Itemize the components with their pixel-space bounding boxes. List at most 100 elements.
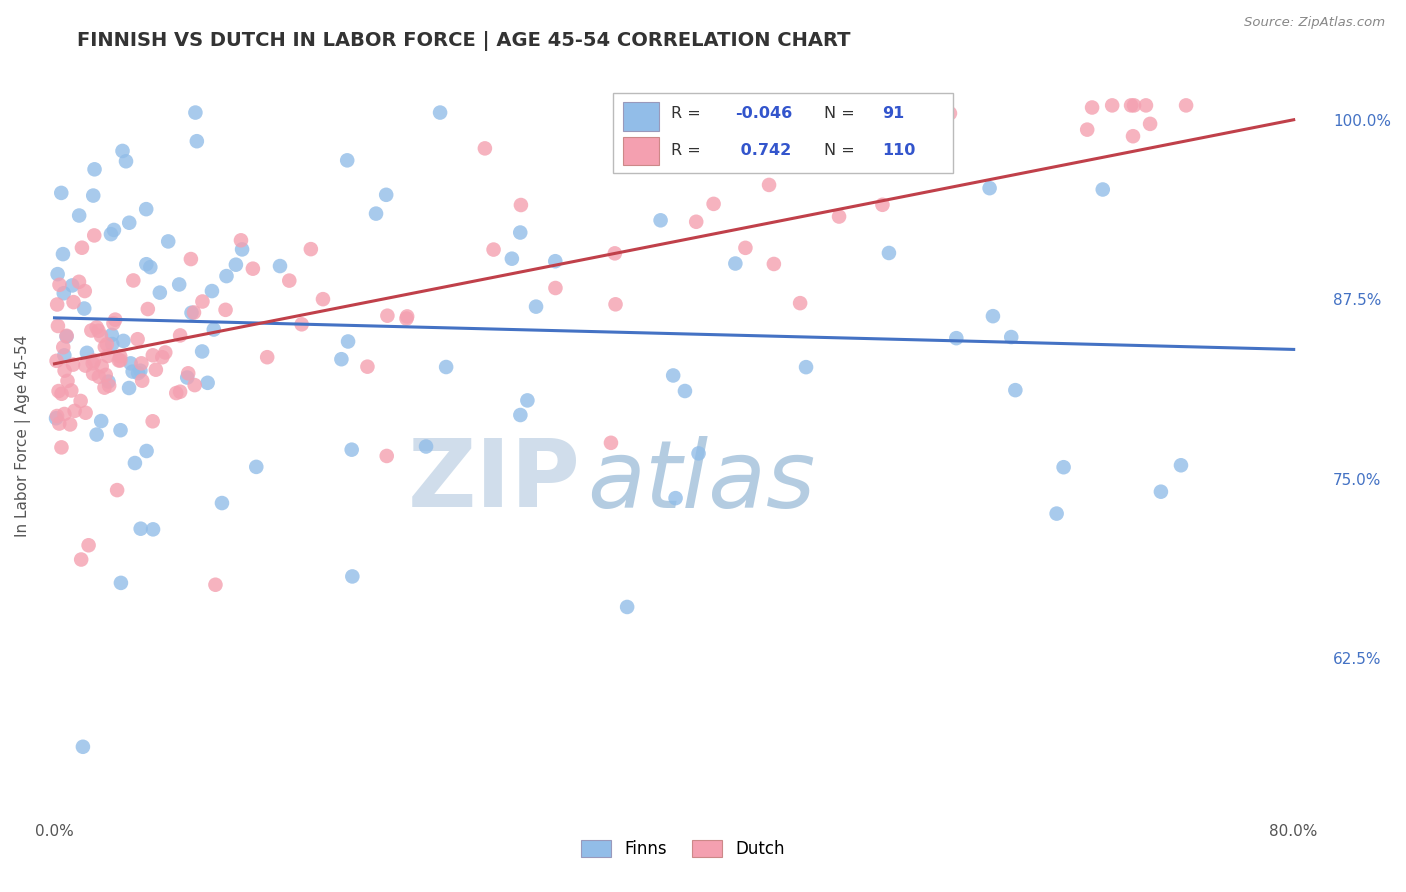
Point	[97, 375, 120, 389]
Point	[53, 364, 76, 378]
Point	[149, 285, 172, 300]
Point	[191, 294, 214, 309]
Point	[169, 384, 191, 399]
Point	[377, 309, 399, 323]
Point	[375, 449, 398, 463]
Point	[142, 348, 165, 362]
Point	[180, 252, 202, 266]
Point	[191, 344, 214, 359]
Point	[211, 496, 233, 510]
Point	[127, 332, 149, 346]
Point	[94, 368, 117, 382]
Point	[97, 349, 120, 363]
Point	[724, 256, 747, 270]
Text: Source: ZipAtlas.com: Source: ZipAtlas.com	[1244, 16, 1385, 29]
Point	[794, 360, 817, 375]
Point	[103, 316, 125, 330]
Point	[242, 261, 264, 276]
Point	[799, 132, 821, 146]
Point	[1123, 98, 1146, 112]
Point	[165, 386, 187, 401]
Point	[762, 257, 785, 271]
Point	[1122, 129, 1144, 144]
Point	[150, 350, 173, 364]
Point	[474, 141, 496, 155]
Point	[828, 210, 851, 224]
Point	[145, 362, 167, 376]
Legend: Finns, Dutch: Finns, Dutch	[575, 833, 792, 864]
Text: ZIP: ZIP	[408, 435, 581, 527]
Point	[603, 246, 626, 260]
Point	[544, 254, 567, 268]
Point	[112, 334, 135, 348]
Point	[83, 162, 105, 177]
Point	[231, 243, 253, 257]
Point	[375, 187, 398, 202]
Point	[46, 297, 69, 311]
Point	[685, 215, 707, 229]
Point	[524, 300, 547, 314]
Point	[139, 260, 162, 275]
Point	[662, 368, 685, 383]
Point	[201, 284, 224, 298]
Text: 0.742: 0.742	[735, 143, 792, 158]
Point	[115, 154, 138, 169]
Point	[1076, 122, 1098, 136]
Point	[364, 206, 387, 220]
Point	[72, 739, 94, 754]
Point	[120, 356, 142, 370]
Point	[1091, 182, 1114, 196]
Point	[1170, 458, 1192, 473]
Point	[215, 269, 238, 284]
Point	[429, 105, 451, 120]
Point	[90, 359, 112, 374]
Point	[1052, 460, 1074, 475]
Point	[110, 350, 132, 364]
Point	[434, 359, 457, 374]
Text: N =: N =	[824, 143, 855, 158]
Point	[75, 359, 97, 373]
Point	[157, 235, 180, 249]
Point	[48, 384, 70, 398]
Point	[67, 275, 90, 289]
Point	[129, 364, 152, 378]
Point	[46, 409, 69, 423]
Point	[186, 134, 208, 148]
Point	[395, 311, 418, 326]
Point	[256, 350, 278, 364]
Point	[979, 181, 1001, 195]
Point	[981, 309, 1004, 323]
Point	[616, 599, 638, 614]
Point	[52, 286, 75, 301]
Point	[122, 273, 145, 287]
Point	[90, 414, 112, 428]
Point	[46, 267, 69, 281]
Point	[51, 441, 73, 455]
Point	[605, 297, 627, 311]
Point	[103, 223, 125, 237]
Point	[340, 442, 363, 457]
Point	[415, 440, 437, 454]
Point	[813, 135, 835, 149]
Point	[51, 186, 73, 200]
Point	[758, 178, 780, 192]
Point	[135, 257, 157, 271]
Text: R =: R =	[671, 106, 700, 121]
Point	[48, 277, 70, 292]
Point	[312, 292, 335, 306]
Point	[664, 491, 686, 505]
Point	[82, 356, 104, 370]
Point	[100, 227, 122, 241]
Point	[52, 340, 75, 354]
Point	[94, 340, 117, 354]
Point	[70, 552, 93, 566]
Point	[734, 241, 756, 255]
Point	[806, 128, 828, 143]
Point	[104, 312, 127, 326]
Point	[136, 301, 159, 316]
Point	[872, 198, 894, 212]
Point	[509, 408, 531, 422]
Point	[76, 346, 98, 360]
Point	[51, 386, 73, 401]
Point	[673, 384, 696, 398]
